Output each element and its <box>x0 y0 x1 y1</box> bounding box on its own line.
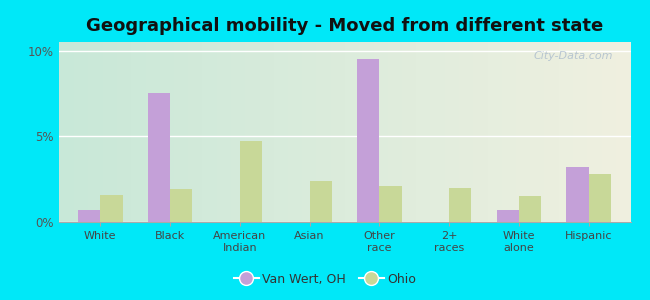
Bar <box>309 181 332 222</box>
Bar <box>357 59 380 222</box>
Bar <box>100 195 123 222</box>
Legend: Van Wert, OH, Ohio: Van Wert, OH, Ohio <box>229 268 421 291</box>
Bar <box>380 186 402 222</box>
Bar <box>148 93 170 222</box>
Bar <box>589 174 611 222</box>
Bar <box>519 196 541 222</box>
Bar <box>78 210 100 222</box>
Bar <box>170 189 192 222</box>
Bar <box>566 167 589 222</box>
Bar <box>497 210 519 222</box>
Text: City-Data.com: City-Data.com <box>534 51 614 61</box>
Bar <box>240 141 262 222</box>
Bar <box>449 188 471 222</box>
Title: Geographical mobility - Moved from different state: Geographical mobility - Moved from diffe… <box>86 17 603 35</box>
